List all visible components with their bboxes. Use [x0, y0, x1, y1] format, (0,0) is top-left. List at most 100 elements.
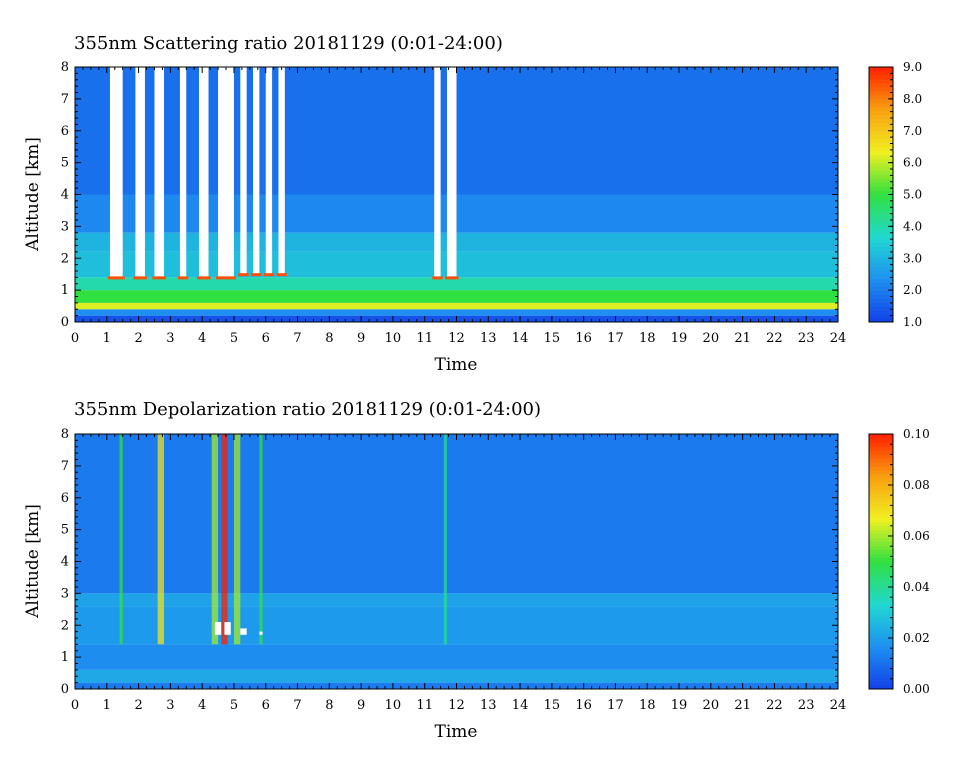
- altitude-layer: [75, 644, 838, 670]
- colorbar-segment: [869, 194, 893, 199]
- altitude-layer: [75, 309, 838, 316]
- colorbar-tick-label: 0.04: [903, 580, 930, 594]
- chart-title: 355nm Depolarization ratio 20181129 (0:0…: [74, 399, 541, 420]
- cloud-base-edge: [444, 276, 459, 280]
- colorbar-segment: [869, 254, 893, 259]
- colorbar-segment: [869, 573, 893, 578]
- colorbar-segment: [869, 118, 893, 124]
- x-tick-label: 15: [544, 698, 561, 713]
- x-tick-label: 6: [262, 698, 270, 713]
- y-axis-label: Altitude [km]: [23, 504, 43, 619]
- x-tick-label: 4: [198, 698, 206, 713]
- colorbar-segment: [869, 250, 893, 255]
- colorbar-segment: [869, 166, 893, 172]
- cloud-base-edge: [133, 276, 147, 280]
- x-tick-label: 9: [357, 331, 365, 346]
- depolarization-column: [443, 434, 447, 645]
- colorbar-segment: [869, 206, 893, 211]
- cloud-base-edge: [216, 276, 236, 280]
- x-tick-label: 18: [639, 698, 656, 713]
- colorbar-segment: [869, 294, 893, 299]
- x-tick-label: 11: [416, 698, 433, 713]
- y-axis: 0 1 2 3 4 5 6 7 8: [61, 427, 838, 697]
- colorbar-segment: [869, 302, 893, 307]
- x-tick-label: 24: [830, 698, 847, 713]
- colorbar-tick-label: 2.0: [903, 283, 922, 297]
- colorbar-segment: [869, 178, 893, 184]
- x-tick-label: 13: [480, 698, 497, 713]
- colorbar-segment: [869, 521, 893, 527]
- x-tick-label: 3: [166, 698, 174, 713]
- depolarization-ratio-panel: 355nm Depolarization ratio 20181129 (0:0…: [23, 399, 930, 742]
- colorbar-segment: [869, 605, 893, 610]
- altitude-layer: [75, 593, 838, 607]
- y-axis: 0 1 2 3 4 5 6 7 8: [61, 60, 838, 330]
- colorbar-segment: [869, 238, 893, 243]
- depolarization-column: [211, 434, 219, 645]
- colorbar-tick-label: 1.0: [903, 315, 922, 329]
- x-axis: 0 1 2 3 4 5 6 7 8 9 10 11 12 13 14 15 16 17 18 19 20 21 22 23 24: [71, 434, 846, 713]
- altitude-layer: [75, 302, 838, 310]
- colorbar-segment: [869, 266, 893, 271]
- white-patch: [240, 628, 247, 635]
- colorbar-segment: [869, 557, 893, 562]
- colorbar-segment: [869, 649, 893, 654]
- x-tick-label: 10: [385, 331, 402, 346]
- colorbar-segment: [869, 74, 893, 80]
- y-tick-label: 5: [61, 156, 69, 171]
- colorbar-segment: [869, 434, 893, 439]
- y-tick-label: 1: [61, 283, 69, 298]
- cloud-column: [135, 67, 145, 278]
- cloud-column: [240, 67, 247, 275]
- colorbar-segment: [869, 298, 893, 303]
- colorbar-segment: [869, 505, 893, 511]
- cloud-base-edge: [196, 276, 211, 280]
- colorbar-segment: [869, 218, 893, 223]
- colorbar-segment: [869, 621, 893, 626]
- cloud-base-edge: [152, 276, 167, 280]
- colorbar-segment: [869, 445, 893, 451]
- colorbar-segment: [869, 86, 893, 92]
- colorbar-segment: [869, 114, 893, 120]
- x-tick-label: 1: [103, 331, 111, 346]
- colorbar-segment: [869, 274, 893, 279]
- x-axis: 0 1 2 3 4 5 6 7 8 9 10 11 12 13 14 15 16 17 18 19 20 21 22 23 24: [71, 67, 846, 346]
- cloud-column: [218, 67, 234, 278]
- colorbar-segment: [869, 541, 893, 547]
- x-tick-label: 17: [607, 331, 624, 346]
- colorbar-segment: [869, 258, 893, 263]
- cloud-column: [198, 67, 209, 278]
- x-tick-label: 19: [671, 331, 688, 346]
- colorbar-tick-label: 0.06: [903, 529, 930, 543]
- colorbar-segment: [869, 310, 893, 315]
- colorbar-segment: [869, 517, 893, 523]
- colorbar-segment: [869, 278, 893, 283]
- y-tick-label: 2: [61, 251, 69, 266]
- cloud-base-edge: [177, 276, 189, 280]
- y-tick-label: 1: [61, 650, 69, 665]
- white-patch: [224, 622, 231, 635]
- colorbar-tick-label: 3.0: [903, 251, 922, 265]
- cloud-base-edge: [251, 273, 262, 277]
- colorbar-tick-label: 0.10: [903, 427, 930, 441]
- x-tick-label: 2: [134, 331, 142, 346]
- colorbar-segment: [869, 282, 893, 287]
- x-tick-label: 22: [766, 331, 783, 346]
- colorbar-segment: [869, 158, 893, 164]
- colorbar-segment: [869, 441, 893, 447]
- colorbar-segment: [869, 677, 893, 682]
- colorbar-segment: [869, 234, 893, 239]
- colorbar-segment: [869, 545, 893, 551]
- x-tick-label: 14: [512, 331, 529, 346]
- colorbar-segment: [869, 94, 893, 100]
- cloud-column: [278, 67, 285, 275]
- colorbar-frame: [868, 433, 894, 690]
- colorbar-segment: [869, 142, 893, 148]
- colorbar-segment: [869, 461, 893, 467]
- y-tick-label: 4: [61, 555, 69, 570]
- colorbar-segment: [869, 473, 893, 479]
- colorbar-segment: [869, 262, 893, 267]
- x-tick-label: 21: [734, 331, 751, 346]
- cloud-base-edge: [263, 273, 275, 277]
- colorbar-segment: [869, 633, 893, 638]
